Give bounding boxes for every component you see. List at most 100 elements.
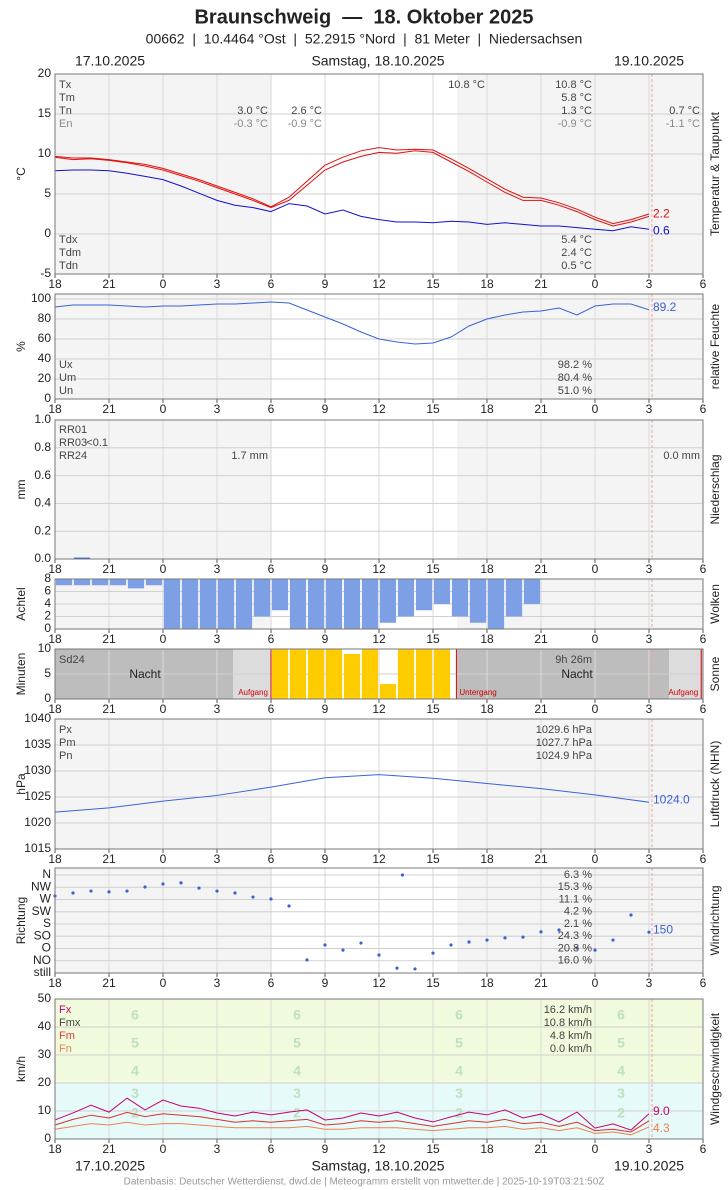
plot-frame bbox=[54, 998, 704, 1140]
stat-value: 0.0 km/h bbox=[550, 1043, 592, 1055]
y-tick-label: 5 bbox=[44, 666, 51, 680]
point bbox=[467, 940, 471, 944]
point bbox=[400, 873, 404, 877]
x-tick-label: 18 bbox=[480, 852, 494, 866]
x-tick-label: 0 bbox=[160, 632, 167, 646]
x-tick-label: 0 bbox=[592, 702, 599, 716]
beaufort-label: 6 bbox=[617, 1007, 625, 1023]
x-tick-label: 0 bbox=[160, 1142, 167, 1156]
side-label: Windrichtung bbox=[708, 885, 722, 955]
sunset-label: Untergang bbox=[459, 688, 496, 697]
stat-label: RR03 bbox=[59, 437, 87, 449]
x-tick-label: 12 bbox=[372, 976, 386, 990]
date-left: 17.10.2025 bbox=[75, 53, 145, 69]
beaufort-label: 3 bbox=[131, 1085, 139, 1101]
x-tick-label: 9 bbox=[322, 277, 329, 291]
stat-label: Tm bbox=[59, 92, 75, 104]
point bbox=[449, 943, 453, 947]
x-tick-label: 0 bbox=[160, 702, 167, 716]
stat-value: 1029.6 hPa bbox=[536, 724, 593, 736]
beaufort-label: 5 bbox=[293, 1035, 301, 1051]
bar bbox=[217, 579, 235, 629]
x-tick-label: 12 bbox=[372, 402, 386, 416]
y-tick-label: 40 bbox=[38, 1019, 52, 1033]
bar bbox=[325, 579, 343, 629]
y-axis-label: % bbox=[14, 341, 28, 352]
y-tick-label: 10 bbox=[38, 1103, 52, 1117]
plot-frame bbox=[54, 648, 704, 700]
y-tick-label: 0 bbox=[44, 391, 51, 405]
y-tick-label: 20 bbox=[38, 1075, 52, 1089]
stat-label: Um bbox=[59, 372, 76, 384]
beaufort-label: 3 bbox=[617, 1085, 625, 1101]
stat-value: 2.4 °C bbox=[561, 247, 592, 259]
x-tick-label: 21 bbox=[534, 562, 548, 576]
side-label: Windgeschwindigkeit bbox=[708, 1012, 722, 1125]
x-tick-label: 9 bbox=[322, 402, 329, 416]
point bbox=[161, 882, 165, 886]
stat-value: 1.3 °C bbox=[561, 105, 592, 117]
y-tick-label: 0 bbox=[44, 621, 51, 635]
x-tick-label: 0 bbox=[592, 632, 599, 646]
plot-frame bbox=[54, 293, 704, 400]
direction-share: 6.3 % bbox=[564, 869, 592, 881]
x-tick-label: 9 bbox=[322, 632, 329, 646]
x-tick-label: 21 bbox=[534, 632, 548, 646]
bar bbox=[289, 649, 307, 699]
bar bbox=[361, 579, 379, 629]
stat-value: 1027.7 hPa bbox=[536, 737, 593, 749]
bar bbox=[253, 579, 271, 617]
stat-label: Tdm bbox=[59, 247, 81, 259]
y-tick-label: 60 bbox=[38, 331, 52, 345]
sunrise-label: Aufgang bbox=[238, 688, 268, 697]
x-tick-label: 0 bbox=[592, 852, 599, 866]
x-tick-label: 21 bbox=[102, 277, 116, 291]
bar bbox=[127, 579, 145, 589]
beaufort-label: 6 bbox=[293, 1007, 301, 1023]
x-tick-label: 3 bbox=[646, 976, 653, 990]
stat-label: Tn bbox=[59, 105, 72, 117]
direction-share: 11.1 % bbox=[559, 893, 593, 905]
stat-value: 4.8 km/h bbox=[550, 1030, 592, 1042]
x-tick-label: 12 bbox=[372, 702, 386, 716]
x-tick-label: 18 bbox=[480, 562, 494, 576]
beaufort-label: 2 bbox=[455, 1105, 463, 1121]
y-tick-label: 50 bbox=[38, 991, 52, 1005]
x-tick-label: 6 bbox=[268, 852, 275, 866]
y-tick-label: 40 bbox=[38, 351, 52, 365]
night-label: Nacht bbox=[561, 667, 593, 681]
x-tick-label: 21 bbox=[102, 562, 116, 576]
x-tick-label: 12 bbox=[372, 1142, 386, 1156]
date-right: 19.10.2025 bbox=[614, 53, 684, 69]
x-tick-label: 3 bbox=[214, 702, 221, 716]
y-tick-label: NO bbox=[33, 953, 51, 967]
stat-label: Tdn bbox=[59, 260, 78, 272]
y-tick-label: 10 bbox=[38, 641, 52, 655]
direction-share: 4.2 % bbox=[564, 906, 592, 918]
x-tick-label: 6 bbox=[268, 1142, 275, 1156]
point bbox=[539, 930, 543, 934]
x-tick-label: 18 bbox=[480, 1142, 494, 1156]
stat-value: 16.2 km/h bbox=[544, 1004, 592, 1016]
bar bbox=[271, 649, 289, 699]
line bbox=[54, 169, 650, 232]
stat-label: En bbox=[59, 118, 72, 130]
x-tick-label: 3 bbox=[646, 702, 653, 716]
line bbox=[54, 1097, 650, 1131]
bar bbox=[73, 557, 91, 559]
value-label: 1024.0 bbox=[653, 792, 690, 806]
bar bbox=[271, 579, 289, 611]
y-axis-label: °C bbox=[14, 167, 28, 181]
bar bbox=[433, 579, 451, 604]
x-tick-label: 6 bbox=[268, 562, 275, 576]
x-tick-label: 0 bbox=[592, 976, 599, 990]
sunrise-label: Aufgang bbox=[668, 688, 698, 697]
x-tick-label: 6 bbox=[700, 702, 707, 716]
y-tick-label: 4 bbox=[44, 596, 51, 610]
bar bbox=[55, 579, 73, 586]
x-tick-label: 18 bbox=[48, 562, 62, 576]
stat-label: Px bbox=[59, 724, 72, 736]
x-tick-label: 18 bbox=[48, 632, 62, 646]
x-tick-label: 0 bbox=[592, 402, 599, 416]
side-label: Sonne bbox=[708, 656, 722, 691]
